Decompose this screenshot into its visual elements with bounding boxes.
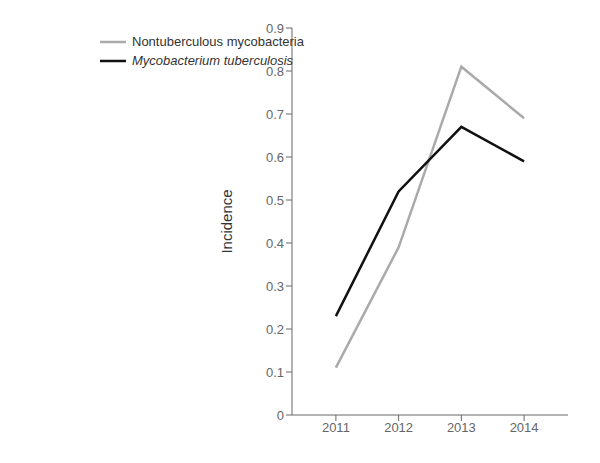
svg-text:0.2: 0.2 — [266, 322, 284, 337]
svg-text:2012: 2012 — [384, 420, 413, 435]
svg-text:0.7: 0.7 — [266, 107, 284, 122]
svg-text:0.3: 0.3 — [266, 279, 284, 294]
svg-text:0.9: 0.9 — [266, 21, 284, 36]
svg-text:0.6: 0.6 — [266, 150, 284, 165]
svg-text:2013: 2013 — [447, 420, 476, 435]
svg-text:2014: 2014 — [510, 420, 539, 435]
svg-text:0.4: 0.4 — [266, 236, 284, 251]
svg-text:2011: 2011 — [322, 420, 350, 435]
svg-text:Incidence: Incidence — [218, 189, 235, 253]
svg-text:0.1: 0.1 — [266, 365, 284, 380]
html-text:Nontuberculous mycobacteria: Nontuberculous mycobacteria — [132, 34, 304, 49]
svg-text:0.5: 0.5 — [266, 193, 284, 208]
svg-text:0.8: 0.8 — [266, 64, 284, 79]
svg-text:0: 0 — [277, 408, 284, 423]
html-text:Mycobacterium tuberculosis: Mycobacterium tuberculosis — [132, 53, 294, 68]
